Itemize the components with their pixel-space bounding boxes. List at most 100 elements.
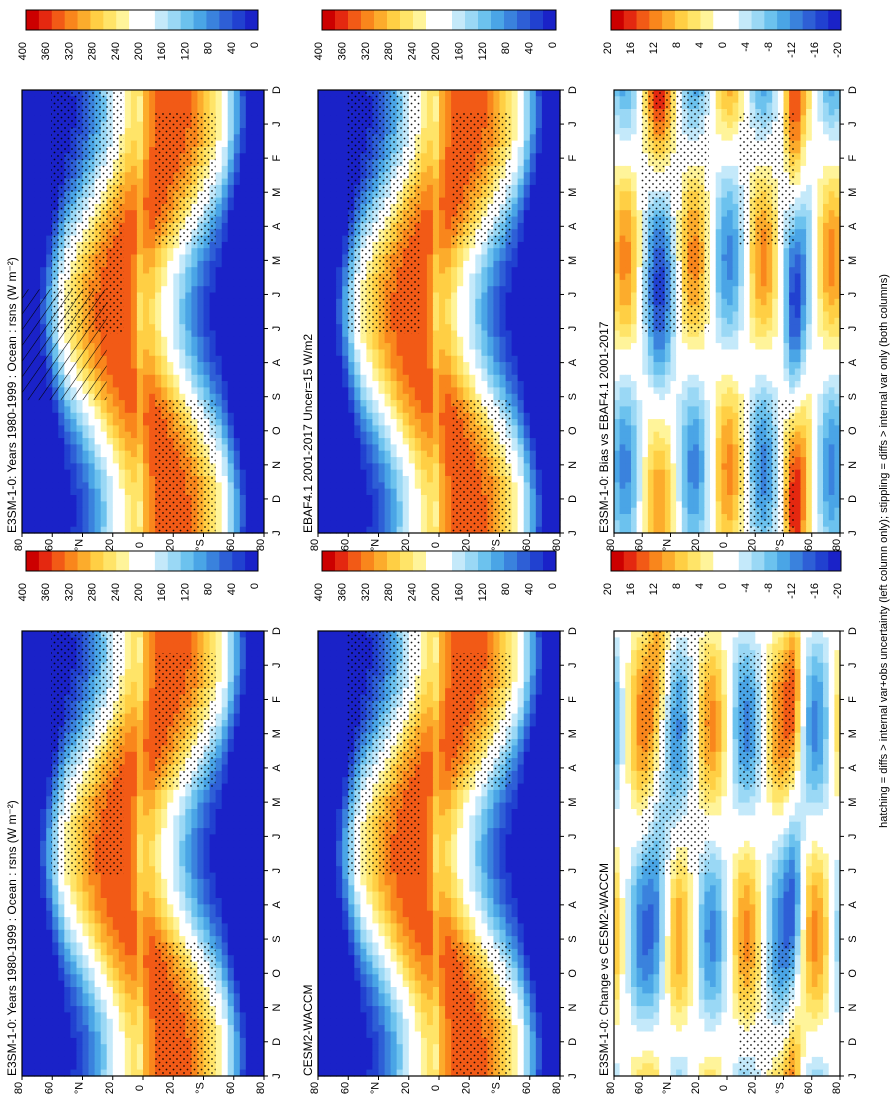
heatmap-cell (179, 254, 186, 262)
heatmap-cell (143, 514, 150, 521)
heatmap-cell (58, 463, 65, 471)
heatmap-cell (124, 514, 132, 521)
heatmap-cell (245, 298, 253, 306)
heatmap-cell (155, 381, 162, 388)
heatmap-cell (529, 374, 537, 382)
heatmap-cell (451, 387, 458, 395)
heatmap-cell (70, 444, 77, 452)
heatmap-cell (136, 349, 144, 357)
heatmap-cell (179, 355, 186, 363)
heatmap-cell (342, 140, 349, 148)
heatmap-cell (22, 520, 29, 528)
heatmap-cell (221, 349, 229, 357)
heatmap-cell (22, 457, 29, 464)
heatmap-cell (432, 419, 440, 426)
heatmap-cell (330, 330, 337, 338)
heatmap-cell (136, 96, 144, 104)
heatmap-cell (112, 520, 120, 528)
heatmap-cell (251, 514, 259, 521)
heatmap-cell (469, 317, 476, 325)
heatmap-cell (209, 260, 217, 268)
heatmap-cell (324, 355, 331, 363)
heatmap-cell (34, 482, 41, 490)
heatmap-cell (239, 324, 247, 332)
heatmap-cell (251, 317, 259, 325)
heatmap-cell (396, 406, 404, 414)
heatmap-cell (124, 134, 132, 142)
heatmap-cell (155, 311, 162, 319)
heatmap-cell (457, 374, 464, 382)
heatmap-cell (52, 463, 59, 471)
heatmap-cell (318, 400, 325, 407)
heatmap-cell (94, 425, 102, 433)
heatmap-cell (451, 286, 458, 294)
heatmap-cell (34, 178, 41, 186)
heatmap-cell (167, 387, 174, 395)
heatmap-cell (46, 431, 53, 439)
heatmap-cell (28, 495, 35, 502)
heatmap-cell (342, 406, 349, 414)
heatmap-cell (324, 96, 331, 104)
heatmap-cell (445, 229, 452, 237)
heatmap-cell (251, 425, 259, 433)
heatmap-cell (82, 469, 90, 477)
heatmap-cell (52, 482, 59, 490)
heatmap-cell (511, 165, 519, 173)
heatmap-cell (354, 330, 361, 338)
heatmap-cell (233, 153, 241, 161)
heatmap-cell (197, 286, 204, 294)
heatmap-cell (511, 203, 519, 211)
heatmap-cell (420, 178, 428, 186)
heatmap-cell (432, 241, 440, 249)
heatmap-cell (203, 260, 211, 268)
heatmap-cell (554, 197, 561, 205)
heatmap-cell (324, 317, 331, 325)
heatmap-cell (318, 102, 325, 110)
heatmap-cell (432, 216, 440, 224)
heatmap-cell (439, 368, 446, 376)
heatmap-cell (541, 330, 549, 338)
heatmap-cell (360, 387, 367, 395)
heatmap-cell (541, 412, 549, 420)
heatmap-cell (28, 178, 35, 186)
heatmap-cell (451, 273, 458, 281)
heatmap-cell (46, 495, 53, 502)
heatmap-cell (481, 298, 488, 306)
heatmap-cell (245, 115, 253, 123)
heatmap-cell (34, 134, 41, 142)
heatmap-cell (191, 311, 198, 319)
heatmap-cell (257, 197, 265, 205)
heatmap-cell (402, 412, 410, 420)
heatmap-cell (22, 419, 29, 426)
heatmap-cell (529, 128, 537, 135)
heatmap-cell (499, 305, 507, 313)
colorbar-tick-label: 80 (203, 42, 215, 54)
heatmap-cell (547, 343, 555, 350)
heatmap-cell (336, 355, 343, 363)
heatmap-cell (318, 362, 325, 369)
heatmap-cell (390, 330, 398, 338)
heatmap-cell (432, 147, 440, 154)
heatmap-cell (529, 178, 537, 186)
heatmap-cell (511, 191, 519, 199)
heatmap-cell (432, 349, 440, 357)
heatmap-cell (82, 482, 90, 490)
heatmap-cell (251, 438, 259, 445)
heatmap-cell (22, 507, 29, 515)
heatmap-cell (257, 229, 265, 237)
heatmap-cell (251, 406, 259, 414)
heatmap-cell (191, 343, 198, 350)
heatmap-cell (239, 431, 247, 439)
heatmap-cell (130, 115, 138, 123)
heatmap-cell (420, 128, 428, 135)
heatmap-cell (535, 184, 543, 192)
heatmap-cell (324, 222, 331, 230)
heatmap-cell (221, 96, 229, 104)
heatmap-cell (215, 128, 223, 135)
heatmap-cell (426, 387, 434, 395)
heatmap-cell (529, 298, 537, 306)
heatmap-cell (481, 292, 488, 300)
heatmap-cell (535, 387, 543, 395)
heatmap-cell (233, 501, 241, 509)
heatmap-cell (106, 330, 114, 338)
